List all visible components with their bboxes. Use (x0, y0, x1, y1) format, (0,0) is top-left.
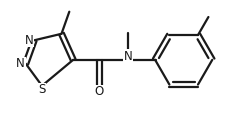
Text: N: N (123, 50, 132, 63)
Text: S: S (38, 83, 46, 96)
Text: N: N (16, 57, 25, 70)
Text: O: O (94, 85, 103, 98)
Text: N: N (24, 34, 33, 47)
